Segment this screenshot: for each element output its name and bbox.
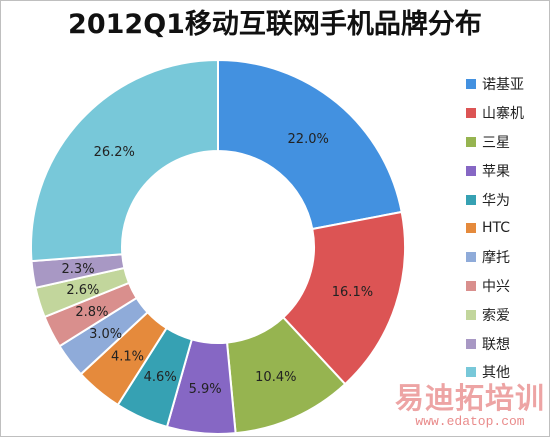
slice-10 xyxy=(30,58,219,263)
legend-item-2: 三星 xyxy=(466,128,550,157)
legend-swatch-4 xyxy=(466,194,476,205)
legend-item-6: 摩托 xyxy=(466,243,550,272)
slice-label-4: 4.6% xyxy=(144,370,177,385)
legend-label-9: 联想 xyxy=(482,336,510,353)
slice-label-10: 26.2% xyxy=(94,145,135,160)
legend-swatch-8 xyxy=(466,309,476,320)
legend-item-4: 华为 xyxy=(466,185,550,214)
legend-swatch-1 xyxy=(466,108,476,119)
legend-item-3: 苹果 xyxy=(466,156,550,185)
legend-item-5: HTC xyxy=(466,214,550,243)
slice-label-3: 5.9% xyxy=(189,382,222,397)
legend: 诺基亚山寨机三星苹果华为 HTC 摩托中兴索爱联想其他 xyxy=(466,70,550,387)
slice-label-2: 10.4% xyxy=(255,370,296,385)
slice-1 xyxy=(281,210,406,386)
slice-label-1: 16.1% xyxy=(332,285,373,300)
slice-label-0: 22.0% xyxy=(288,132,329,147)
legend-label-8: 索爱 xyxy=(482,307,510,324)
legend-swatch-0 xyxy=(466,79,476,90)
legend-swatch-9 xyxy=(466,338,476,349)
slice-label-7: 2.8% xyxy=(75,305,108,320)
legend-swatch-10 xyxy=(466,367,476,378)
legend-swatch-6 xyxy=(466,252,476,263)
legend-swatch-5 xyxy=(466,223,476,234)
legend-label-1: 山寨机 xyxy=(482,106,524,123)
slice-label-6: 3.0% xyxy=(89,327,122,342)
legend-label-3: 苹果 xyxy=(482,163,510,180)
legend-swatch-2 xyxy=(466,136,476,147)
legend-swatch-7 xyxy=(466,280,476,291)
slice-label-8: 2.6% xyxy=(66,283,99,298)
legend-label-2: 三星 xyxy=(482,134,510,151)
legend-item-7: 中兴 xyxy=(466,272,550,301)
slice-label-5: 4.1% xyxy=(111,350,144,365)
slice-0 xyxy=(217,58,403,231)
legend-label-0: 诺基亚 xyxy=(482,77,524,94)
legend-label-5: HTC xyxy=(482,220,511,237)
legend-item-0: 诺基亚 xyxy=(466,70,550,99)
legend-item-10: 其他 xyxy=(466,358,550,387)
legend-item-8: 索爱 xyxy=(466,300,550,329)
chart-title: 2012Q1移动互联网手机品牌分布 xyxy=(68,9,482,40)
legend-item-9: 联想 xyxy=(466,329,550,358)
legend-label-7: 中兴 xyxy=(482,278,510,295)
slice-label-9: 2.3% xyxy=(62,262,95,277)
legend-item-1: 山寨机 xyxy=(466,99,550,128)
legend-swatch-3 xyxy=(466,165,476,176)
legend-label-4: 华为 xyxy=(482,192,510,209)
legend-label-6: 摩托 xyxy=(482,250,510,267)
legend-label-10: 其他 xyxy=(482,365,510,382)
